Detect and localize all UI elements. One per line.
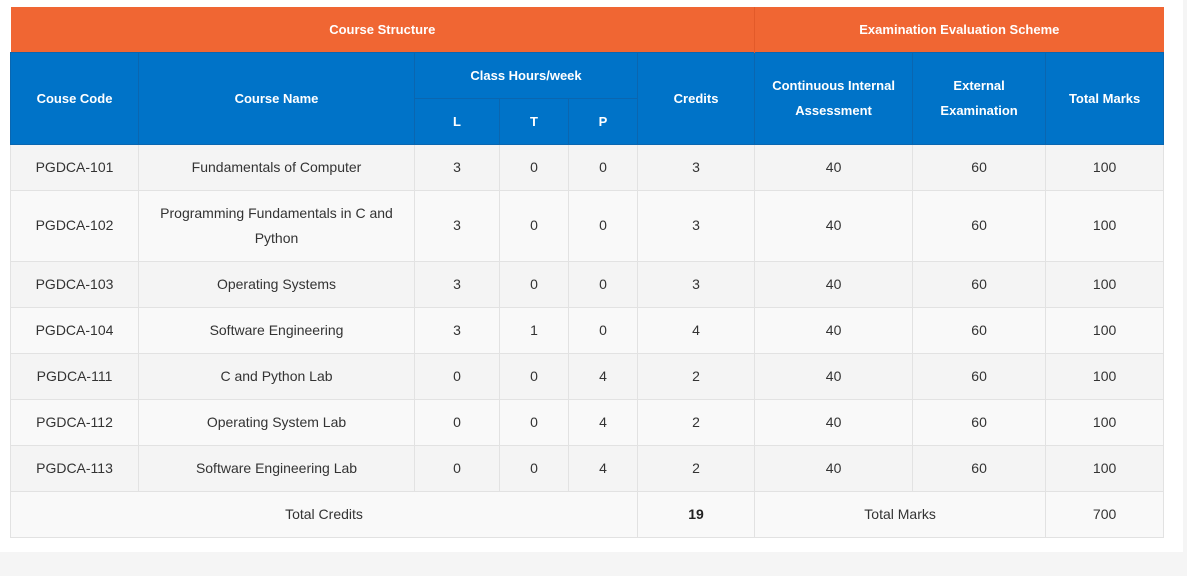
credits-cell: 4 <box>636 306 756 354</box>
lecture-cell: 0 <box>414 398 500 446</box>
cia-header: Continuous Internal Assessment <box>754 51 914 145</box>
credits-header: Credits <box>636 51 756 145</box>
total-credits-value: 19 <box>636 490 756 538</box>
cia-cell: 40 <box>754 398 914 446</box>
course-code-cell: PGDCA-104 <box>10 306 139 354</box>
credits-cell: 2 <box>636 444 756 492</box>
practical-cell: 0 <box>568 143 638 191</box>
table-row: PGDCA-101 Fundamentals of Computer 3 0 0… <box>10 143 1165 191</box>
total-marks-cell: 100 <box>1045 189 1165 262</box>
content-panel: Course Structure Examination Evaluation … <box>10 7 1165 538</box>
credits-cell: 3 <box>636 189 756 262</box>
tutorial-cell: 0 <box>499 444 569 492</box>
course-name-cell: Programming Fundamentals in C and Python <box>138 189 415 262</box>
external-cell: 60 <box>912 398 1047 446</box>
column-header-row: Couse Code Course Name Class Hours/week … <box>10 51 1165 145</box>
total-marks-header: Total Marks <box>1045 51 1165 145</box>
course-table: Course Structure Examination Evaluation … <box>10 7 1165 538</box>
group-header-row: Course Structure Examination Evaluation … <box>10 7 1164 52</box>
lecture-cell: 3 <box>414 189 500 262</box>
course-code-cell: PGDCA-111 <box>10 352 139 400</box>
table-row: PGDCA-103 Operating Systems 3 0 0 3 40 6… <box>10 260 1165 308</box>
exam-scheme-header: Examination Evaluation Scheme <box>754 7 1164 52</box>
lecture-cell: 3 <box>414 306 500 354</box>
total-credits-label: Total Credits <box>10 490 638 538</box>
external-cell: 60 <box>912 444 1047 492</box>
total-marks-cell: 100 <box>1045 143 1165 191</box>
tutorial-cell: 0 <box>499 352 569 400</box>
credits-cell: 2 <box>636 352 756 400</box>
total-marks-value: 700 <box>1045 490 1165 538</box>
table-row: PGDCA-104 Software Engineering 3 1 0 4 4… <box>10 306 1165 354</box>
tutorial-cell: 1 <box>499 306 569 354</box>
course-code-header: Couse Code <box>10 51 139 145</box>
practical-cell: 4 <box>568 398 638 446</box>
course-code-cell: PGDCA-112 <box>10 398 139 446</box>
lecture-header: L <box>414 97 500 145</box>
lecture-cell: 3 <box>414 143 500 191</box>
hours-subheader-row: L T P <box>11 97 1164 145</box>
credits-cell: 3 <box>636 143 756 191</box>
total-marks-cell: 100 <box>1045 306 1165 354</box>
table-row: PGDCA-112 Operating System Lab 0 0 4 2 4… <box>10 398 1165 446</box>
lecture-cell: 0 <box>414 352 500 400</box>
course-code-cell: PGDCA-113 <box>10 444 139 492</box>
practical-cell: 0 <box>568 306 638 354</box>
lecture-cell: 3 <box>414 260 500 308</box>
cia-cell: 40 <box>754 306 914 354</box>
cia-cell: 40 <box>754 444 914 492</box>
cia-cell: 40 <box>754 143 914 191</box>
course-structure-header: Course Structure <box>10 7 756 52</box>
course-code-cell: PGDCA-101 <box>10 143 139 191</box>
tutorial-cell: 0 <box>499 143 569 191</box>
course-name-header: Course Name <box>138 51 415 145</box>
total-marks-cell: 100 <box>1045 352 1165 400</box>
external-header: External Examination <box>912 51 1047 145</box>
practical-cell: 0 <box>568 189 638 262</box>
tutorial-cell: 0 <box>499 398 569 446</box>
table-row: PGDCA-111 C and Python Lab 0 0 4 2 40 60… <box>10 352 1165 400</box>
practical-cell: 0 <box>568 260 638 308</box>
lecture-cell: 0 <box>414 444 500 492</box>
total-marks-cell: 100 <box>1045 444 1165 492</box>
external-cell: 60 <box>912 306 1047 354</box>
class-hours-header: Class Hours/week <box>414 51 638 99</box>
course-name-cell: Software Engineering <box>138 306 415 354</box>
table-row: PGDCA-102 Programming Fundamentals in C … <box>10 189 1165 262</box>
cia-cell: 40 <box>754 352 914 400</box>
totals-row: Total Credits 19 Total Marks 700 <box>10 490 1165 538</box>
external-cell: 60 <box>912 143 1047 191</box>
course-name-cell: Fundamentals of Computer <box>138 143 415 191</box>
tutorial-cell: 0 <box>499 189 569 262</box>
practical-cell: 4 <box>568 444 638 492</box>
course-name-cell: Operating System Lab <box>138 398 415 446</box>
cia-cell: 40 <box>754 189 914 262</box>
course-code-cell: PGDCA-103 <box>10 260 139 308</box>
credits-cell: 2 <box>636 398 756 446</box>
tutorial-cell: 0 <box>499 260 569 308</box>
external-cell: 60 <box>912 260 1047 308</box>
practical-header: P <box>568 97 638 145</box>
course-name-cell: Software Engineering Lab <box>138 444 415 492</box>
total-marks-cell: 100 <box>1045 260 1165 308</box>
cia-cell: 40 <box>754 260 914 308</box>
course-name-cell: C and Python Lab <box>138 352 415 400</box>
total-marks-cell: 100 <box>1045 398 1165 446</box>
external-cell: 60 <box>912 189 1047 262</box>
external-cell: 60 <box>912 352 1047 400</box>
tutorial-header: T <box>499 97 569 145</box>
course-code-cell: PGDCA-102 <box>10 189 139 262</box>
credits-cell: 3 <box>636 260 756 308</box>
total-marks-label: Total Marks <box>754 490 1047 538</box>
table-row: PGDCA-113 Software Engineering Lab 0 0 4… <box>10 444 1165 492</box>
practical-cell: 4 <box>568 352 638 400</box>
course-name-cell: Operating Systems <box>138 260 415 308</box>
